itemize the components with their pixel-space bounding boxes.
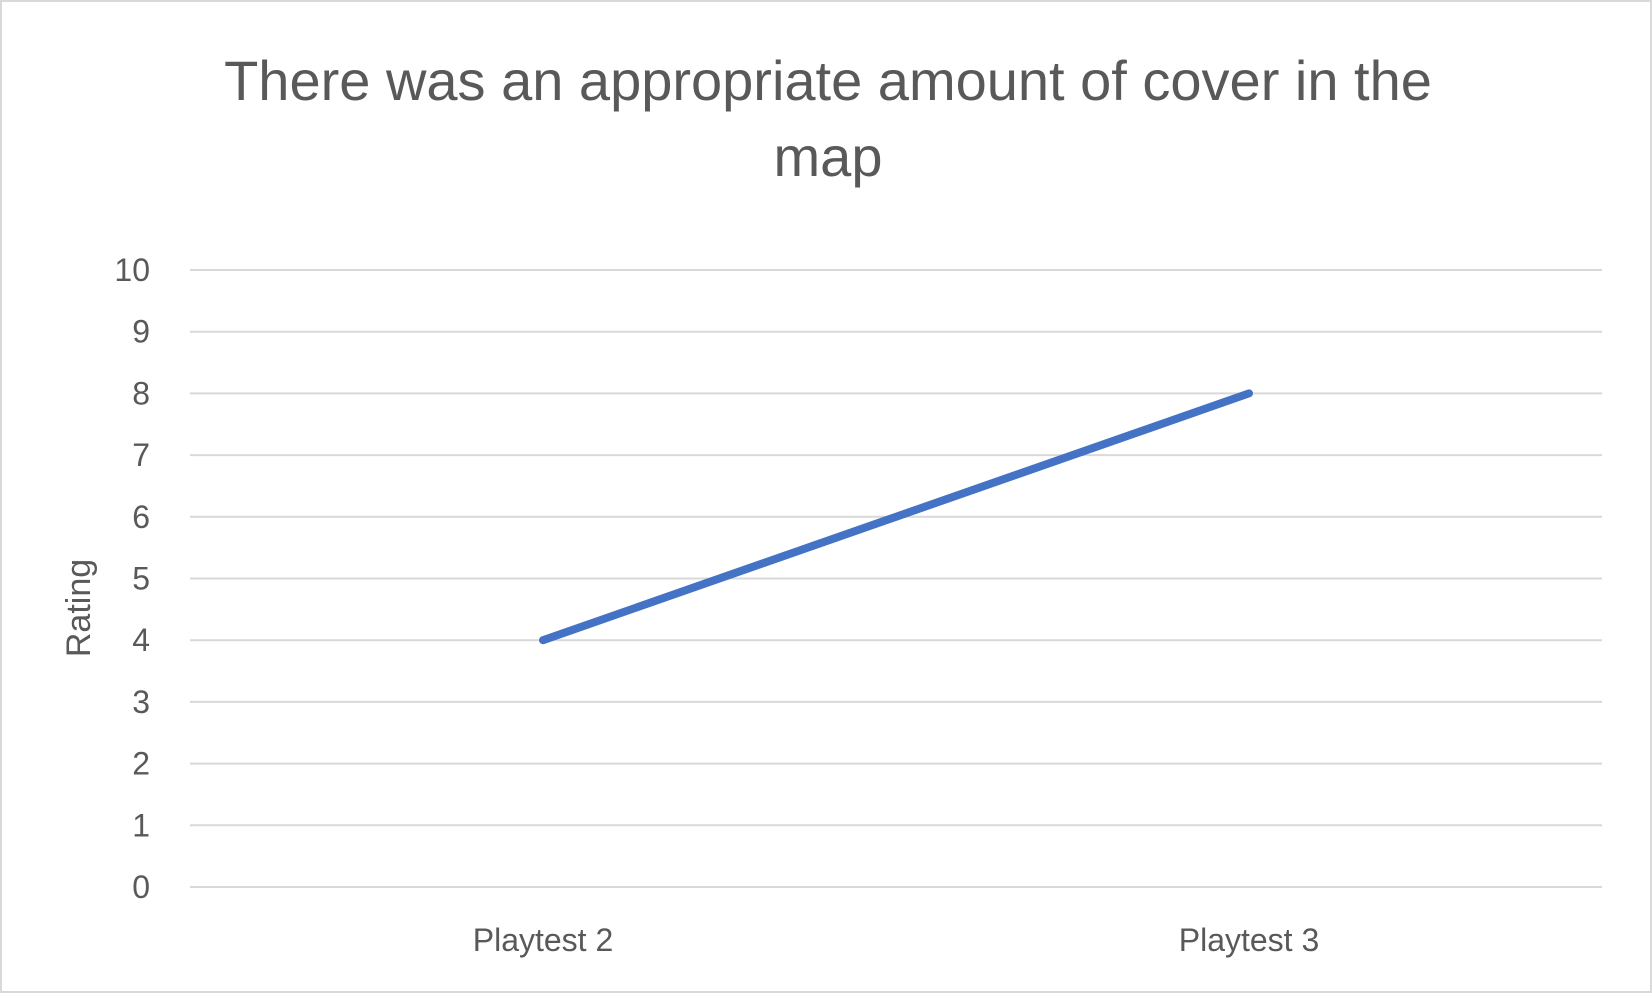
- y-tick-label: 8: [132, 375, 150, 411]
- x-tick-label: Playtest 3: [1179, 922, 1320, 958]
- y-tick-label: 0: [132, 869, 150, 905]
- y-axis-label: Rating: [60, 559, 98, 657]
- chart-title-line-2: map: [774, 125, 883, 188]
- y-tick-label: 1: [132, 807, 150, 843]
- y-tick-label: 4: [132, 622, 150, 658]
- series-lines: [539, 389, 1253, 645]
- series-line-0: [539, 389, 1253, 645]
- gridlines: [190, 269, 1602, 888]
- y-tick-label: 6: [132, 499, 150, 535]
- y-tick-label: 7: [132, 437, 150, 473]
- y-tick-label: 10: [114, 252, 150, 288]
- y-tick-label: 2: [132, 746, 150, 782]
- y-tick-label: 5: [132, 561, 150, 597]
- chart-title: There was an appropriate amount of cover…: [224, 49, 1432, 188]
- y-tick-label: 9: [132, 314, 150, 350]
- x-tick-label: Playtest 2: [473, 922, 614, 958]
- y-tick-label: 3: [132, 684, 150, 720]
- y-axis-ticks: 0 1 2 3 4 5 6 7 8 9 10: [114, 252, 150, 905]
- x-axis-ticks: Playtest 2 Playtest 3: [473, 922, 1320, 958]
- chart-title-line-1: There was an appropriate amount of cover…: [224, 49, 1432, 112]
